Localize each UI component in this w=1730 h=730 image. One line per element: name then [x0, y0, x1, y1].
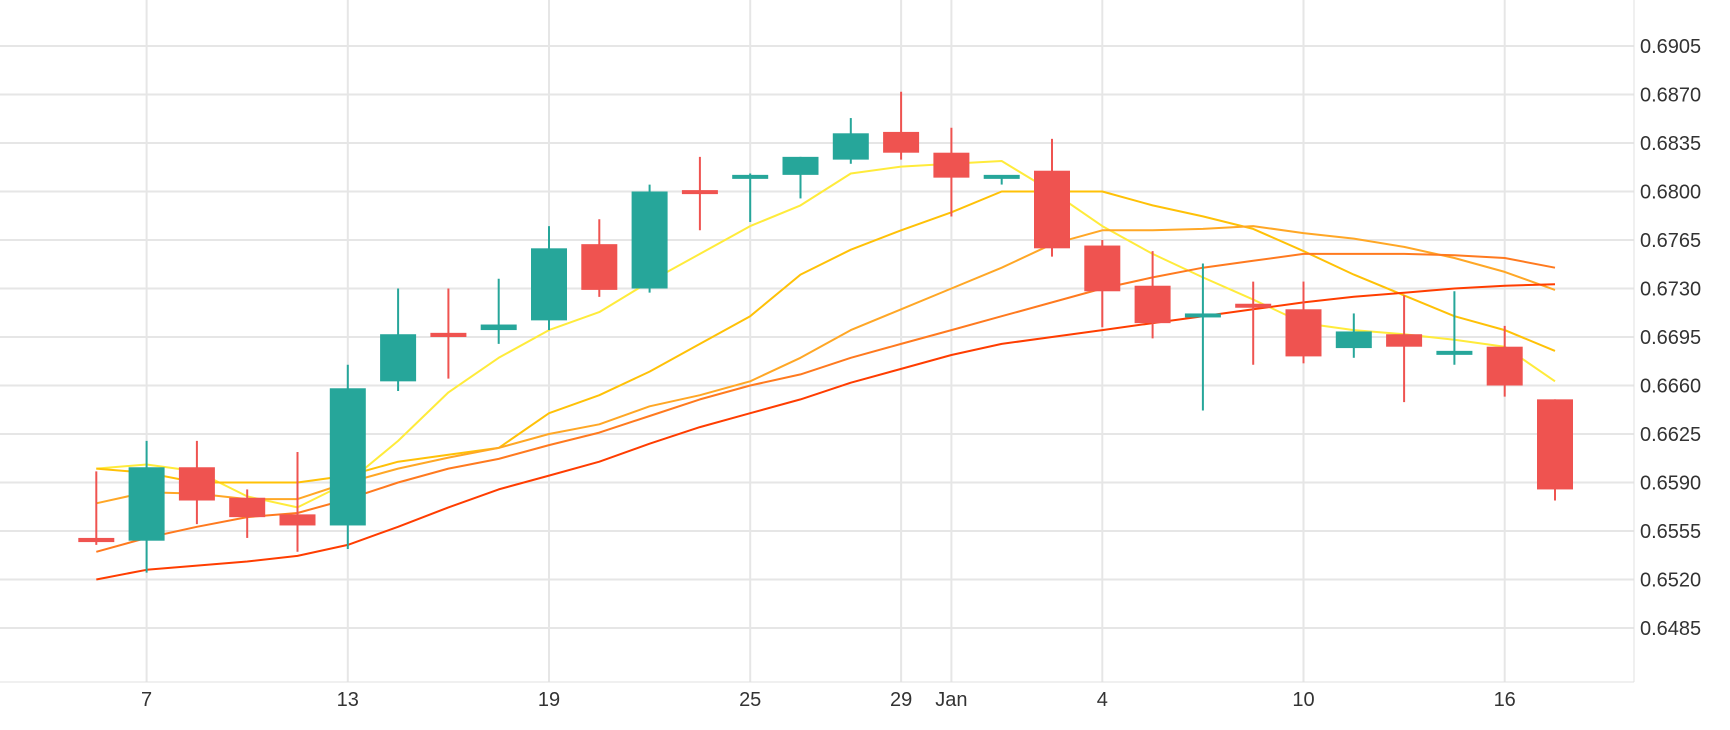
- x-tick-label: 19: [538, 689, 560, 711]
- y-tick-label: 0.6765: [1640, 230, 1701, 252]
- candle-body: [782, 156, 819, 175]
- candle: [1285, 281, 1322, 364]
- candle-body: [1235, 303, 1272, 308]
- candle: [1537, 399, 1573, 501]
- candles: [78, 91, 1573, 573]
- candle-body: [933, 152, 970, 178]
- x-tick-label: 29: [890, 689, 912, 711]
- candle-body: [329, 388, 366, 526]
- candle: [1034, 138, 1070, 257]
- candle-body: [1285, 309, 1322, 357]
- x-tick-label: 7: [141, 689, 152, 711]
- y-tick-label: 0.6485: [1640, 618, 1701, 640]
- candle-body: [1436, 350, 1473, 355]
- y-tick-label: 0.6800: [1640, 182, 1701, 204]
- candle: [782, 156, 819, 199]
- candle-body: [681, 190, 718, 195]
- candle-body: [1537, 399, 1573, 490]
- candle-body: [983, 174, 1020, 179]
- candle: [631, 184, 668, 293]
- y-tick-label: 0.6660: [1640, 376, 1701, 398]
- candle-body: [1386, 334, 1423, 347]
- x-axis-labels: 7 13 19 25 29 Jan 4 10 16: [141, 689, 1516, 711]
- candle-body: [1486, 346, 1523, 386]
- candle-body: [480, 324, 517, 331]
- candle-body: [1134, 285, 1171, 324]
- candle-body: [1335, 331, 1372, 349]
- candle: [883, 91, 920, 160]
- candle-body: [128, 467, 165, 541]
- x-tick-label: 13: [337, 689, 359, 711]
- candle-body: [631, 191, 668, 289]
- y-tick-label: 0.6625: [1640, 424, 1701, 446]
- x-tick-label: 16: [1494, 689, 1516, 711]
- candle: [531, 226, 567, 331]
- horizontal-grid: [0, 45, 1634, 629]
- y-tick-label: 0.6520: [1640, 570, 1701, 592]
- y-tick-label: 0.6835: [1640, 133, 1701, 155]
- candle-body: [1084, 245, 1121, 292]
- candle-body: [732, 174, 769, 179]
- series-line-4: [96, 283, 1556, 581]
- y-tick-label: 0.6870: [1640, 85, 1701, 107]
- candle: [1084, 240, 1121, 328]
- y-axis-labels: 0.6485 0.6520 0.6555 0.6590 0.6625 0.6660 0.66…: [1640, 36, 1701, 640]
- y-tick-label: 0.6905: [1640, 36, 1701, 58]
- candle: [380, 288, 417, 392]
- candle-body: [581, 244, 618, 290]
- candle: [933, 127, 970, 217]
- y-tick-label: 0.6590: [1640, 473, 1701, 495]
- x-tick-label: Jan: [935, 689, 967, 711]
- series-line-2: [96, 225, 1556, 505]
- candle: [983, 174, 1020, 185]
- candle: [480, 278, 517, 344]
- candle-body: [78, 537, 115, 543]
- x-tick-label: 10: [1292, 689, 1314, 711]
- candle: [78, 471, 115, 545]
- candle-body: [279, 514, 316, 526]
- candle-body: [380, 334, 417, 382]
- candle: [329, 364, 366, 550]
- candle: [581, 219, 618, 297]
- candle-body: [531, 248, 567, 321]
- candle: [1486, 325, 1523, 397]
- candle: [178, 440, 215, 525]
- x-tick-label: 25: [739, 689, 761, 711]
- candle: [681, 156, 718, 231]
- candle: [1184, 263, 1221, 411]
- candle: [1436, 291, 1473, 365]
- y-tick-label: 0.6730: [1640, 279, 1701, 301]
- y-tick-label: 0.6695: [1640, 327, 1701, 349]
- candle-body: [883, 131, 920, 153]
- candle: [279, 452, 316, 552]
- candle: [732, 173, 769, 222]
- candle: [1335, 313, 1372, 358]
- x-tick-label: 4: [1097, 689, 1108, 711]
- candle-body: [178, 467, 215, 501]
- y-tick-label: 0.6555: [1640, 521, 1701, 543]
- candle: [1386, 295, 1423, 403]
- candle-body: [1034, 170, 1070, 249]
- candle-body: [1184, 313, 1221, 318]
- candle: [229, 489, 266, 538]
- candle-body: [430, 332, 467, 337]
- candle: [832, 118, 869, 164]
- candle-body: [229, 497, 266, 518]
- candle: [430, 288, 467, 379]
- candle-body: [832, 133, 869, 160]
- candle: [1235, 281, 1272, 365]
- candle: [128, 440, 165, 573]
- candle: [1134, 251, 1171, 339]
